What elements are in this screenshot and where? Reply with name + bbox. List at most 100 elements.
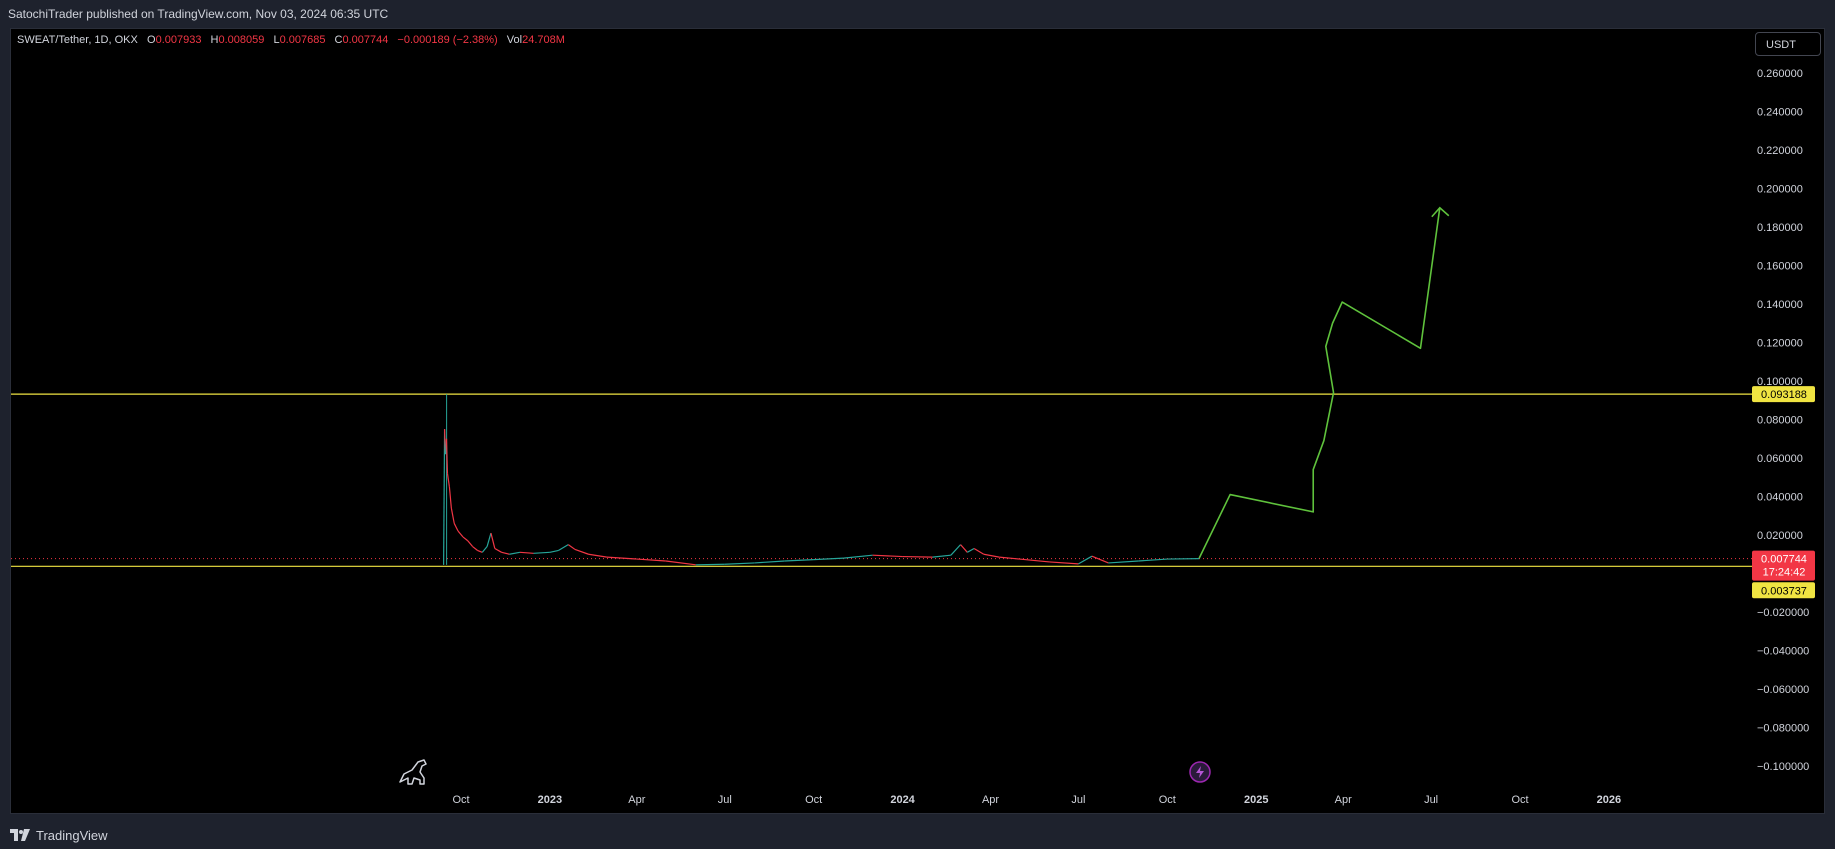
lightning-icon[interactable] <box>1189 761 1211 783</box>
price-segment <box>950 544 961 556</box>
x-tick-label: 2024 <box>890 794 915 806</box>
price-segment <box>1138 558 1168 562</box>
price-segment <box>973 547 985 555</box>
price-chart[interactable]: 0.260000 0.240000 0.220000 0.200000 0.180000… <box>0 0 1835 821</box>
open-label: O <box>147 34 156 46</box>
price-segment <box>1049 561 1079 565</box>
x-tick-label: Jul <box>718 794 732 806</box>
y-tick-label: −0.020000 <box>1757 607 1809 619</box>
price-segment <box>481 546 488 553</box>
price-segment <box>902 555 933 558</box>
change-value: −0.000189 (−2.38%) <box>397 34 498 46</box>
price-segment <box>443 429 446 565</box>
price-segment <box>445 438 449 474</box>
price-segment <box>472 546 478 551</box>
y-tick-label: 0.080000 <box>1757 415 1803 427</box>
price-segment <box>813 557 844 561</box>
price-segment <box>567 544 576 550</box>
price-segment <box>486 532 492 547</box>
x-tick-label: Oct <box>1159 794 1176 806</box>
x-tick-label: 2023 <box>538 794 562 806</box>
x-tick-label: 2026 <box>1597 794 1621 806</box>
price-segment <box>665 560 696 566</box>
high-label: H <box>210 34 219 46</box>
footer-bar: TradingView <box>0 821 1835 849</box>
price-segment <box>724 562 755 565</box>
price-segment <box>446 473 450 487</box>
price-segment <box>490 532 496 549</box>
level-price-badge <box>1752 582 1815 599</box>
price-segment <box>453 523 459 532</box>
dinosaur-icon[interactable] <box>399 759 427 785</box>
price-segment <box>983 553 1000 558</box>
x-tick-label: Jul <box>1071 794 1085 806</box>
publish-info: SatochiTrader published on TradingView.c… <box>8 7 389 21</box>
price-segment <box>606 556 637 560</box>
low-value: 0.007685 <box>279 34 326 46</box>
symbol-name[interactable]: SWEAT/Tether, 1D, OKX <box>17 34 138 46</box>
level-price-text: 0.093188 <box>1761 389 1807 401</box>
y-tick-label: 0.040000 <box>1757 492 1803 504</box>
price-segment <box>457 530 464 538</box>
price-segment <box>509 551 521 555</box>
price-segment <box>519 551 534 554</box>
price-segment <box>754 560 785 564</box>
x-tick-label: Apr <box>628 794 645 806</box>
price-segment <box>843 554 873 559</box>
volume-label: Vol <box>506 34 523 46</box>
projection-path[interactable] <box>1198 207 1441 559</box>
price-segment <box>932 554 951 558</box>
chart-panel[interactable] <box>10 28 1825 814</box>
last-price-badge <box>1752 550 1815 581</box>
x-tick-label: Jul <box>1424 794 1438 806</box>
symbol-legend: SWEAT/Tether, 1D, OKX O0.007933 H0.00805… <box>17 34 565 46</box>
price-segment <box>1108 560 1139 564</box>
x-tick-label: Oct <box>1511 794 1528 806</box>
y-tick-label: 0.160000 <box>1757 261 1803 273</box>
y-tick-label: −0.100000 <box>1757 761 1809 773</box>
y-tick-label: −0.060000 <box>1757 684 1809 696</box>
y-tick-label: 0.060000 <box>1757 453 1803 465</box>
y-tick-label: 0.200000 <box>1757 184 1803 196</box>
close-label: C <box>334 34 343 46</box>
price-segment <box>574 548 589 555</box>
price-segment <box>1078 555 1093 565</box>
projection-arrowhead <box>1431 206 1450 218</box>
last-price-text: 0.007744 <box>1761 554 1807 566</box>
price-segment <box>872 554 903 558</box>
y-tick-label: 0.020000 <box>1757 530 1803 542</box>
currency-button[interactable]: USDT <box>1755 32 1821 56</box>
price-segment <box>450 507 455 524</box>
tradingview-logo-icon[interactable] <box>10 829 30 841</box>
open-value: 0.007933 <box>155 34 202 46</box>
price-segment <box>588 553 607 558</box>
price-segment <box>1019 558 1050 563</box>
tradingview-brand[interactable]: TradingView <box>36 827 108 843</box>
price-segment <box>467 540 474 547</box>
x-tick-label: Apr <box>1335 794 1352 806</box>
price-segment <box>477 549 483 553</box>
close-value: 0.007744 <box>342 34 389 46</box>
price-segment <box>494 547 502 553</box>
price-segment <box>448 486 452 509</box>
y-tick-label: 0.220000 <box>1757 145 1803 157</box>
price-segment <box>636 558 666 562</box>
price-segment <box>1091 555 1109 564</box>
y-tick-label: 0.260000 <box>1757 68 1803 80</box>
y-tick-label: 0.100000 <box>1757 376 1803 388</box>
price-segment <box>784 559 814 562</box>
price-segment <box>533 551 550 554</box>
price-segment <box>501 551 510 555</box>
price-segment <box>695 563 725 566</box>
y-tick-label: −0.080000 <box>1757 723 1809 735</box>
price-segment <box>999 556 1020 560</box>
y-tick-label: −0.040000 <box>1757 646 1809 658</box>
y-tick-label: 0.240000 <box>1757 107 1803 119</box>
low-label: L <box>273 34 280 46</box>
price-segment <box>462 536 469 542</box>
x-tick-label: Oct <box>805 794 822 806</box>
price-segment <box>960 544 968 553</box>
price-segment <box>558 544 569 551</box>
y-tick-label: 0.120000 <box>1757 338 1803 350</box>
y-tick-label: 0.180000 <box>1757 222 1803 234</box>
